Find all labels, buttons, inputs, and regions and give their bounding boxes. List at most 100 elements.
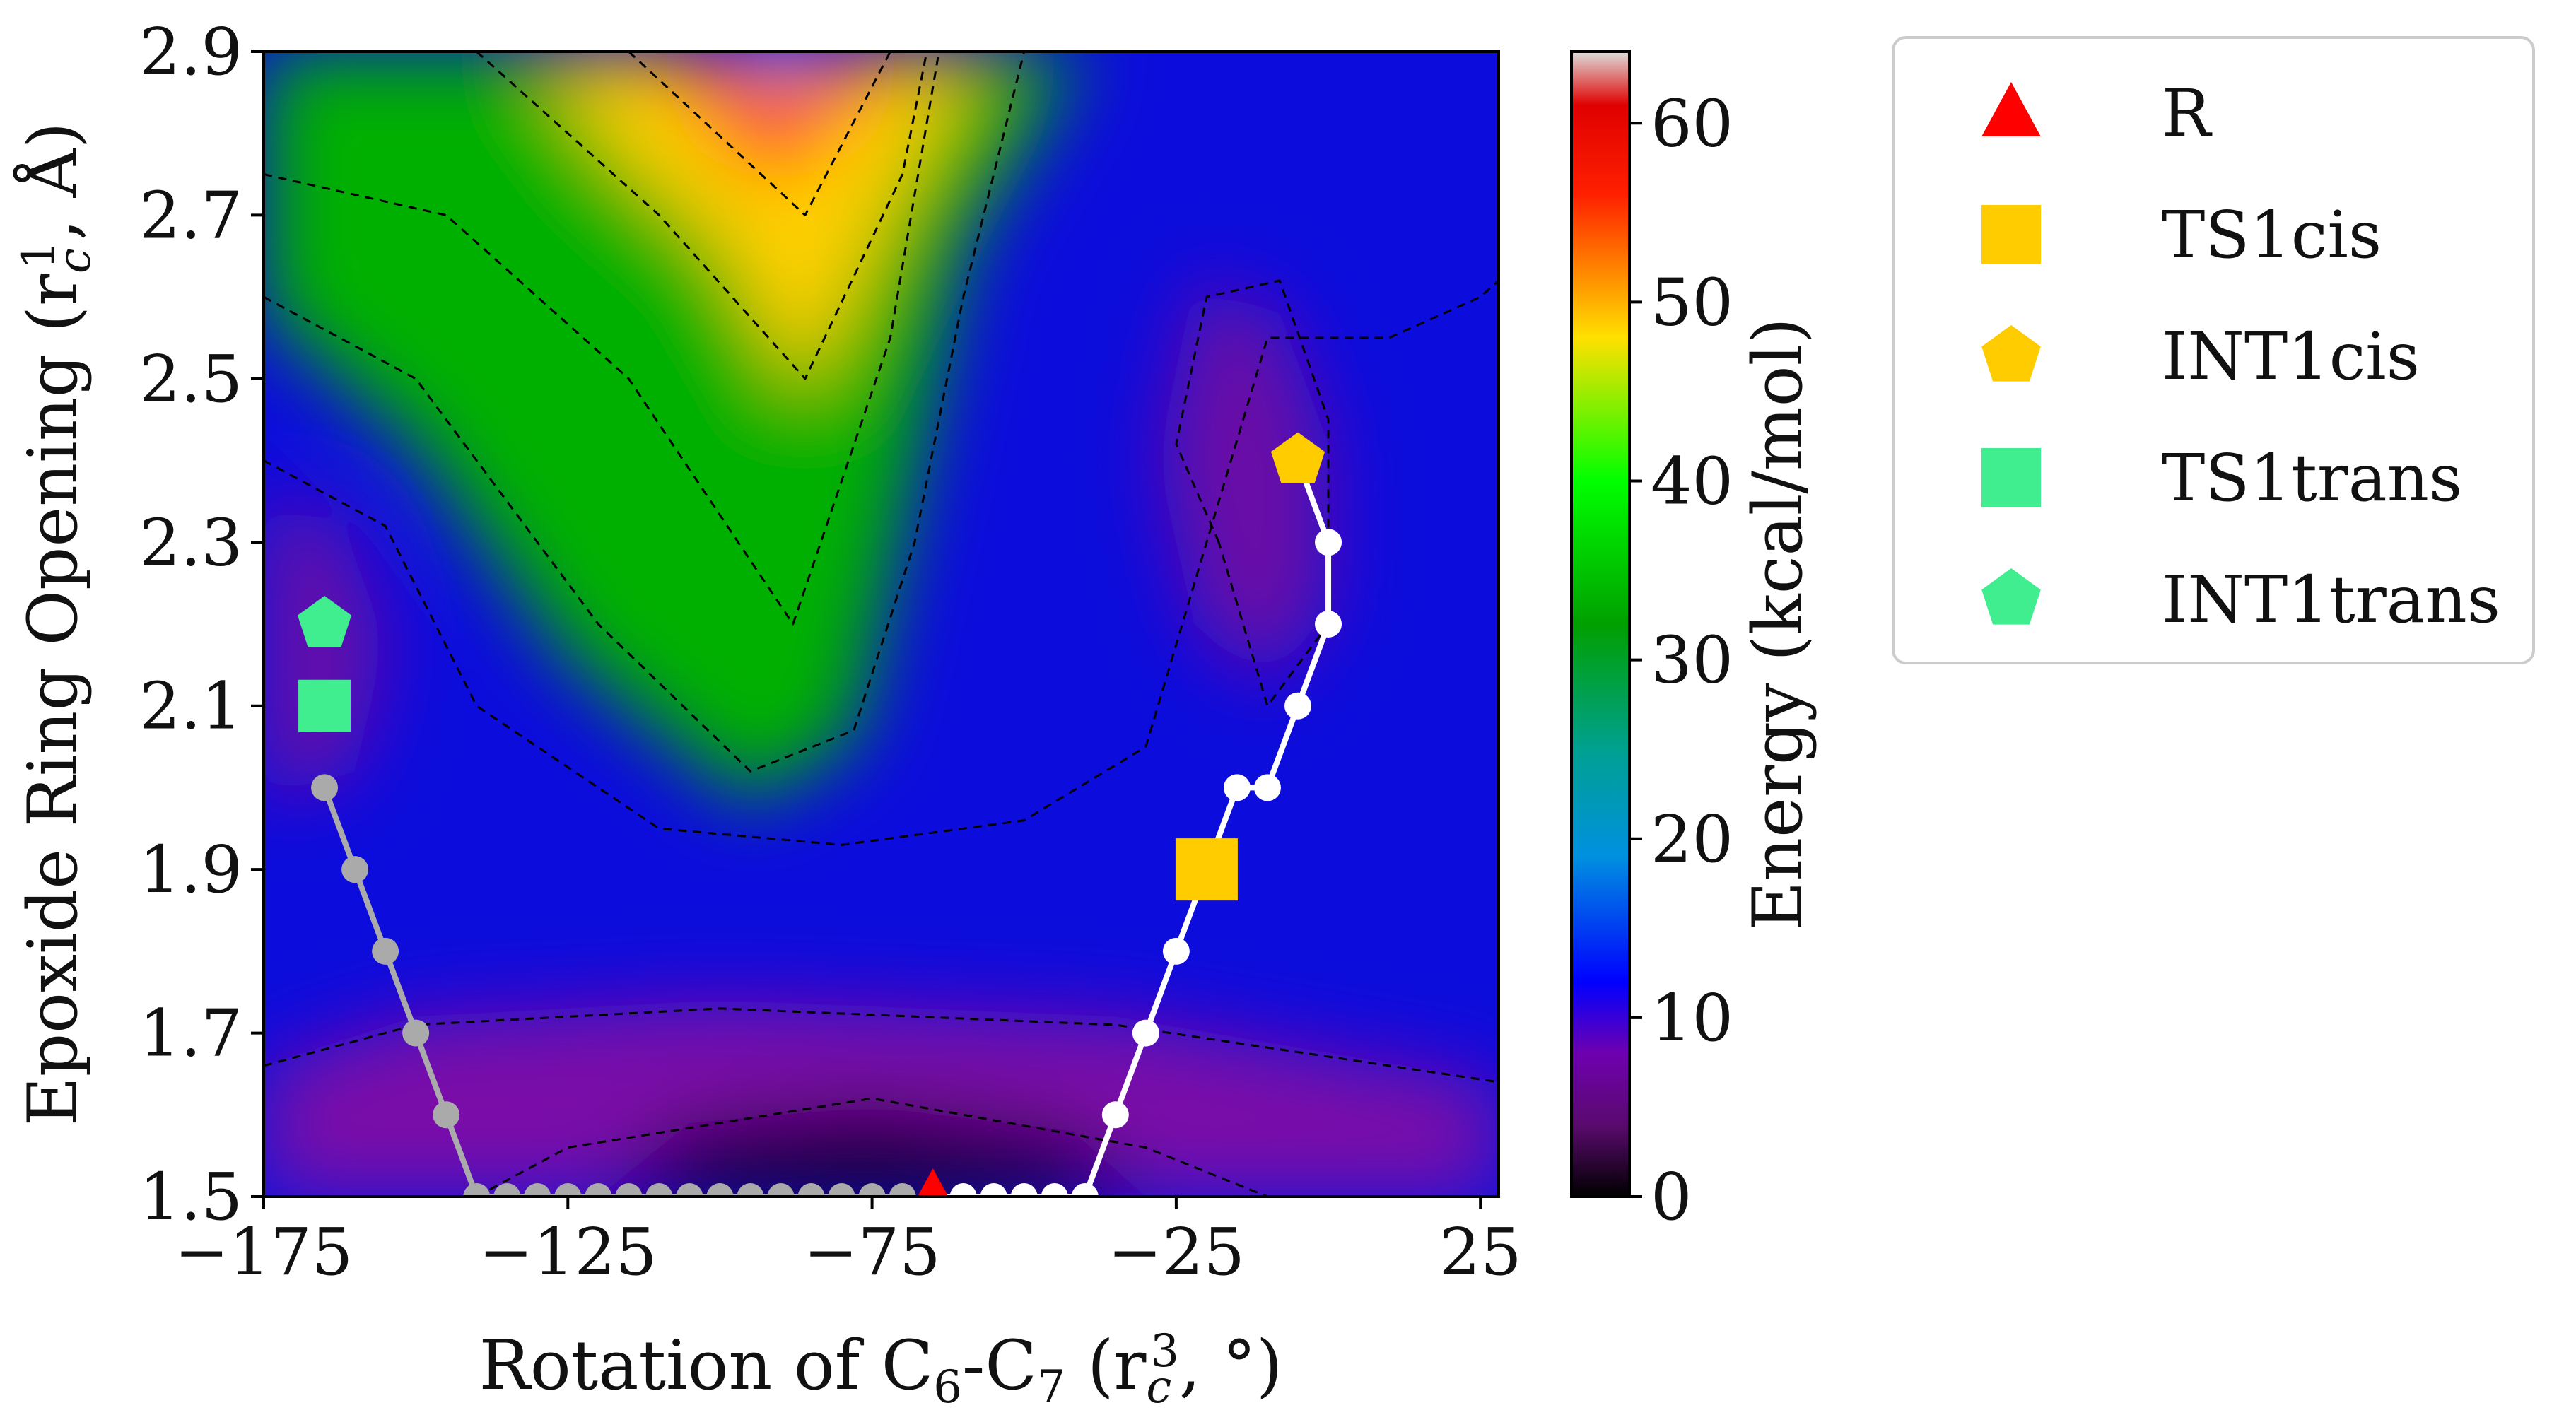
cis-path-point-12 — [1253, 774, 1281, 801]
trans-path-point-14 — [706, 1183, 734, 1197]
colorbar: 0 10 20 30 40 50 60 Energy (kcal/mol) — [1570, 50, 1817, 1235]
contour-line-7 — [628, 52, 891, 216]
trans-path-point-7 — [493, 1183, 521, 1197]
x-axis-title: Rotation of C6-C7 (rc3, °) — [479, 1325, 1283, 1414]
plot-area — [264, 52, 1499, 1197]
colorbar-tick-label: 10 — [1651, 980, 1733, 1056]
trans-path-point-13 — [676, 1183, 703, 1197]
x-tick-label: −25 — [1108, 1214, 1245, 1290]
colorbar-bar — [1570, 50, 1631, 1198]
cis-path-point-2 — [949, 1183, 977, 1197]
cis-path-point-4 — [1010, 1183, 1038, 1197]
axis-title-part: 6 — [933, 1361, 962, 1414]
cis-path-point-11 — [1223, 774, 1251, 801]
x-tick-label: 25 — [1439, 1214, 1522, 1290]
trans-path-line — [322, 787, 903, 1197]
trans-path-point-1 — [311, 774, 339, 801]
axis-title-part: 1 — [13, 240, 65, 269]
axis-title-part: , °) — [1179, 1326, 1282, 1405]
contour-line-3 — [264, 279, 1499, 846]
cis-path-point-9 — [1162, 937, 1190, 965]
legend-label-ts1cis: TS1cis — [2162, 197, 2382, 273]
contour-line-1 — [264, 1007, 1499, 1084]
legend-symbol-int1cis — [1981, 325, 2041, 382]
trans-path-point-3 — [372, 937, 399, 965]
legend-symbol-int1trans — [1981, 568, 2041, 625]
axis-title-part: c — [49, 248, 101, 274]
y-tick-label: 1.9 — [139, 832, 242, 908]
colorbar-tick-label: 0 — [1651, 1159, 1692, 1235]
marker-int1trans — [298, 596, 352, 647]
axis-title-part: -C — [962, 1326, 1037, 1405]
axis-title-part: Epoxide Ring Opening (r — [13, 274, 93, 1126]
colorbar-ticks: 0 10 20 30 40 50 60 — [1629, 86, 1733, 1235]
contour-line-5 — [264, 52, 940, 626]
trans-path-point-5 — [433, 1101, 460, 1129]
cis-path-point-7 — [1101, 1101, 1129, 1129]
trans-path-point-4 — [402, 1019, 430, 1047]
contour-line-6 — [476, 52, 928, 380]
cis-path-point-8 — [1132, 1019, 1159, 1047]
axis-title-part: Rotation of C — [479, 1326, 934, 1405]
marker-int1cis — [1270, 432, 1325, 483]
heatmap-region-ridge-red — [659, 52, 891, 183]
y-tick-label: 2.9 — [139, 14, 242, 90]
trans-path-point-10 — [585, 1183, 612, 1197]
trans-path-point-20 — [889, 1183, 916, 1197]
colorbar-tick-label: 50 — [1651, 264, 1733, 340]
y-tick-label: 1.7 — [139, 996, 242, 1071]
contour-line-4 — [264, 52, 1026, 773]
contour-lines — [264, 52, 1499, 1197]
trans-path-point-19 — [858, 1183, 886, 1197]
axis-title-part: 3 — [1150, 1325, 1179, 1378]
trans-path-point-2 — [341, 856, 369, 883]
cis-path-point-15 — [1315, 529, 1342, 556]
heatmap-region-trans-well — [264, 493, 386, 804]
trans-path-point-16 — [767, 1183, 795, 1197]
legend-frame — [1892, 36, 2535, 664]
heatmap-region-ridge-green — [264, 52, 1085, 804]
y-tick-label: 2.5 — [139, 341, 242, 417]
legend-entries: R TS1cis INT1cis TS1trans INT1trans — [1981, 76, 2500, 638]
series-layer — [311, 447, 1342, 1197]
heatmap-region-ridge-peak — [744, 52, 818, 85]
plot-frame — [262, 50, 1500, 1198]
trans-path-point-6 — [463, 1183, 491, 1197]
x-tick-label: −125 — [479, 1214, 657, 1290]
marker-ts1trans — [298, 679, 351, 732]
legend-label-r: R — [2162, 76, 2213, 151]
trans-path-point-8 — [524, 1183, 551, 1197]
y-tick-label: 2.7 — [139, 177, 242, 253]
legend-symbol-ts1trans — [1981, 448, 2041, 507]
axis-title-part: c — [1146, 1361, 1171, 1414]
cis-path-line — [932, 459, 1332, 1197]
trans-path-point-11 — [615, 1183, 643, 1197]
colorbar-tick-label: 30 — [1651, 623, 1733, 698]
contour-line-2 — [476, 1097, 1268, 1197]
trans-path-point-15 — [737, 1183, 764, 1197]
y-axis-title: Epoxide Ring Opening (rc1, Å) — [13, 122, 101, 1127]
axis-title-part: 7 — [1037, 1361, 1066, 1414]
heatmap-region-global-minimum — [598, 1106, 1146, 1197]
legend: R TS1cis INT1cis TS1trans INT1trans — [1892, 36, 2535, 664]
x-axis-ticks: −175 −125 −75 −25 25 — [175, 1197, 1522, 1290]
marker-layer — [298, 432, 1325, 1197]
colorbar-tick-label: 60 — [1651, 86, 1733, 161]
x-tick-label: −175 — [175, 1214, 353, 1290]
cis-path-point-6 — [1071, 1183, 1099, 1197]
contour-line-8 — [1175, 279, 1330, 707]
cis-path-point-5 — [1041, 1183, 1068, 1197]
marker-ts1cis — [1175, 838, 1238, 901]
cis-path-point-14 — [1315, 611, 1342, 638]
x-tick-label: −75 — [804, 1214, 941, 1290]
marker-r — [917, 1168, 949, 1197]
colorbar-tick-label: 40 — [1651, 444, 1733, 519]
colorbar-title: Energy (kcal/mol) — [1738, 317, 1817, 930]
trans-path-point-9 — [554, 1183, 582, 1197]
axis-title-part: , Å) — [13, 122, 93, 241]
legend-symbol-ts1cis — [1981, 205, 2041, 264]
heatmap-region-ridge-yellow — [537, 52, 976, 395]
legend-label-int1cis: INT1cis — [2162, 319, 2420, 394]
y-axis-ticks: 1.5 1.7 1.9 2.1 2.3 2.5 2.7 2.9 — [139, 14, 264, 1235]
legend-label-ts1trans: TS1trans — [2162, 440, 2462, 516]
